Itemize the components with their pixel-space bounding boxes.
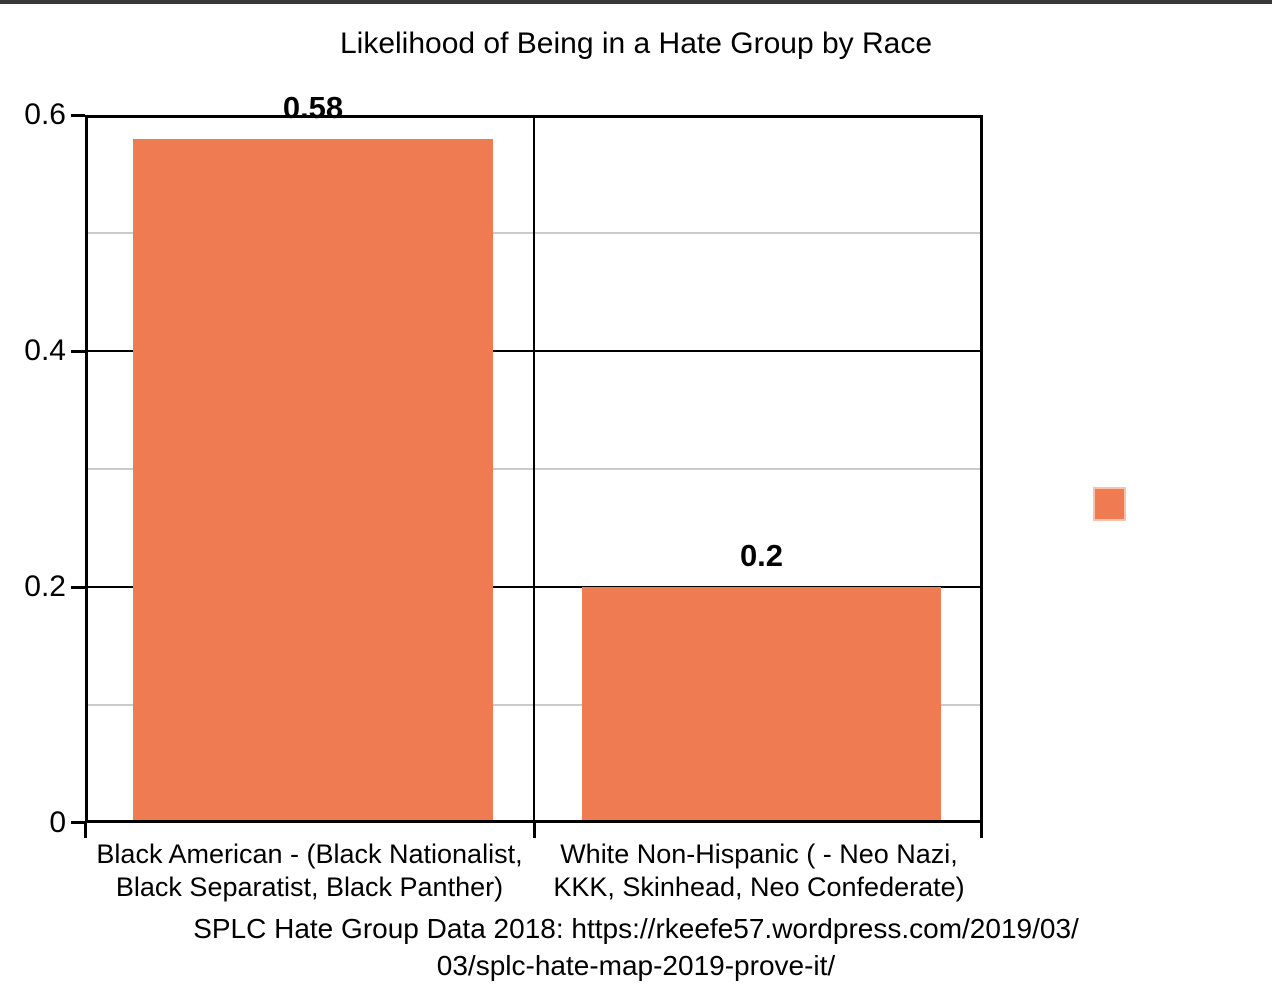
x-axis-category-label: Black American - (Black Nationalist, Bla… <box>85 838 534 904</box>
y-axis-line <box>85 115 88 823</box>
category-label-line: Black Separatist, Black Panther) <box>115 872 504 902</box>
bar-white-non-hispanic <box>582 587 941 823</box>
y-axis-tick-mark <box>71 586 85 589</box>
y-axis-tick-mark <box>71 114 85 117</box>
y-axis-tick-mark <box>71 821 85 824</box>
plot-area: 0.58 0.2 <box>85 91 983 823</box>
caption-line: 03/splc-hate-map-2019-prove-it/ <box>436 950 836 981</box>
x-axis-tick-mark <box>533 823 536 838</box>
chart-title: Likelihood of Being in a Hate Group by R… <box>339 27 933 60</box>
caption-line: SPLC Hate Group Data 2018: https://rkeef… <box>193 913 1079 944</box>
x-axis-tick-mark <box>980 823 983 838</box>
window-top-edge <box>0 0 1272 4</box>
bar-value-label: 0.2 <box>739 538 784 573</box>
plot-top-border <box>85 115 983 118</box>
y-axis-tick-label: 0.4 <box>24 334 66 367</box>
category-label-line: KKK, Skinhead, Neo Confederate) <box>553 872 965 902</box>
legend-swatch <box>1093 487 1126 521</box>
y-axis-tick-mark <box>71 350 85 353</box>
category-label-line: Black American - (Black Nationalist, <box>96 839 523 869</box>
bar-black-american <box>133 139 493 823</box>
y-axis-tick-label: 0.2 <box>24 570 66 603</box>
category-label-line: White Non-Hispanic ( - Neo Nazi, <box>560 839 958 869</box>
plot-right-border <box>980 115 983 823</box>
y-axis-tick-label: 0.6 <box>24 98 66 131</box>
bar-value-label: 0.58 <box>282 90 344 125</box>
chart-source-caption: SPLC Hate Group Data 2018: https://rkeef… <box>0 910 1272 984</box>
x-axis-category-label: White Non-Hispanic ( - Neo Nazi, KKK, Sk… <box>535 838 983 904</box>
y-axis-tick-label: 0 <box>49 806 66 839</box>
x-axis-tick-mark <box>84 823 87 838</box>
category-divider-line <box>533 115 535 823</box>
x-axis-line <box>85 820 983 823</box>
